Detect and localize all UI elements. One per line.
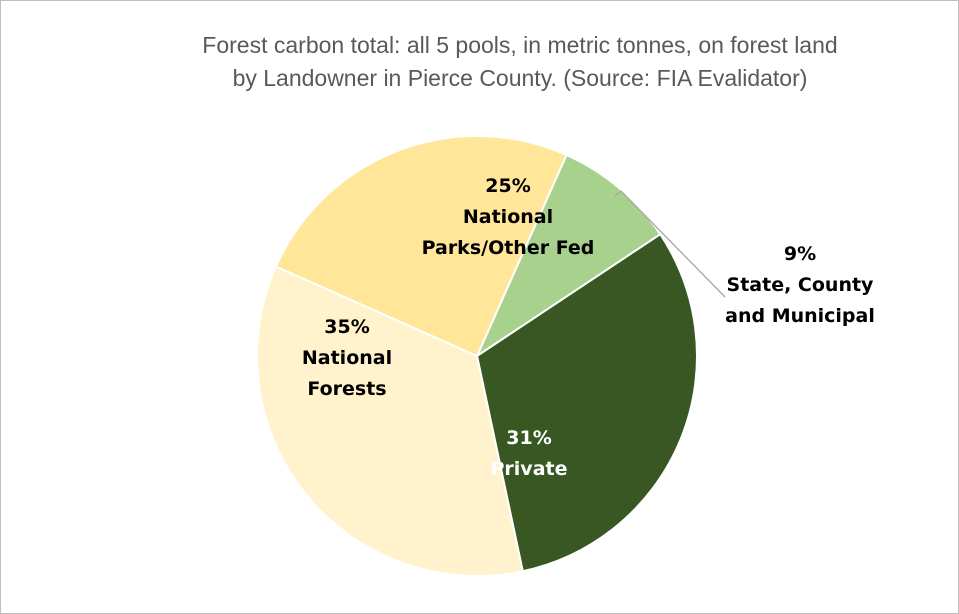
- slice-label-national-parks-line-3: Parks/Other Fed: [422, 237, 595, 259]
- chart-title-line-2: by Landowner in Pierce County. (Source: …: [233, 65, 808, 91]
- pie-slice-private: [475, 232, 698, 573]
- slice-label-private-line-1: 31%: [506, 427, 551, 449]
- pie-slice-state: [474, 153, 662, 359]
- slice-label-national-forests-line-3: Forests: [307, 378, 386, 400]
- slice-label-national-forests: 35% National Forests: [302, 316, 392, 400]
- slice-label-national-forests-line-2: National: [302, 347, 392, 369]
- slice-label-state: 9% State, County and Municipal: [725, 243, 875, 327]
- pie-slice-national-parks: [274, 135, 568, 358]
- leader-lines: [614, 190, 726, 298]
- leader-line-state: [614, 190, 726, 298]
- chart-title-line-1: Forest carbon total: all 5 pools, in met…: [202, 32, 837, 58]
- pie-slices: [256, 135, 698, 577]
- chart-title: Forest carbon total: all 5 pools, in met…: [202, 32, 837, 91]
- slice-label-national-parks-line-1: 25%: [485, 175, 530, 197]
- slice-labels: 9% State, County and Municipal 31% Private 35…: [302, 175, 875, 480]
- pie-slice-national-forests: [256, 265, 524, 577]
- slice-label-private-line-2: Private: [491, 458, 568, 480]
- slice-label-state-line-3: and Municipal: [725, 305, 875, 327]
- slice-label-national-parks: 25% National Parks/Other Fed: [422, 175, 595, 259]
- slice-label-private: 31% Private: [491, 427, 568, 480]
- slice-label-national-forests-line-1: 35%: [324, 316, 369, 338]
- slice-label-state-line-2: State, County: [727, 274, 875, 296]
- slice-label-national-parks-line-2: National: [463, 206, 553, 228]
- slice-label-state-line-1: 9%: [784, 243, 816, 265]
